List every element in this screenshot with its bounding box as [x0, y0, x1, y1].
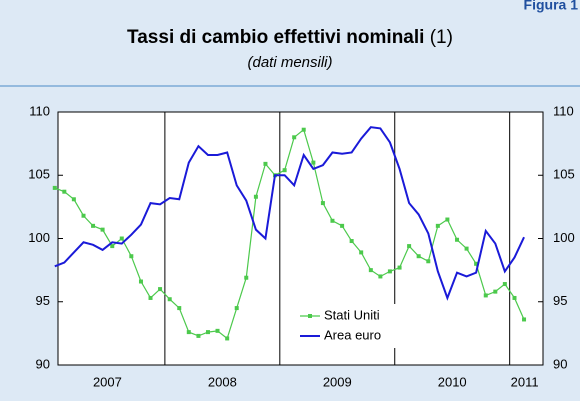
x-tick-label: 2007: [93, 374, 122, 389]
series-marker: [71, 197, 76, 202]
legend-marker: [308, 314, 312, 318]
series-marker: [464, 246, 469, 251]
series-marker: [177, 306, 182, 311]
series-marker: [52, 185, 57, 190]
y-tick-label: 105: [28, 167, 50, 182]
y2-tick-label: 110: [553, 103, 574, 118]
series-marker: [215, 328, 220, 333]
series-marker: [445, 217, 450, 222]
series-marker: [378, 274, 383, 279]
figure-label: Figura 1: [524, 0, 579, 13]
series-marker: [301, 127, 306, 132]
y-tick-label: 100: [28, 230, 50, 245]
x-tick-label: 2008: [208, 374, 237, 389]
series-marker: [512, 295, 517, 300]
series-marker: [435, 223, 440, 228]
series-marker: [340, 223, 345, 228]
series-marker: [167, 297, 172, 302]
y-tick-label: 90: [36, 356, 50, 371]
series-marker: [158, 287, 163, 292]
series-marker: [426, 259, 431, 264]
series-marker: [129, 254, 134, 259]
series-marker: [196, 333, 201, 338]
series-line: [54, 126, 525, 301]
series-marker: [416, 254, 421, 259]
y2-tick-label: 95: [553, 293, 567, 308]
series-marker: [483, 293, 488, 298]
series-marker: [62, 189, 67, 194]
title-text: Tassi di cambio effettivi nominali: [127, 27, 424, 48]
series-marker: [359, 250, 364, 255]
plot-area: [57, 111, 544, 366]
series-marker: [225, 336, 230, 341]
series-marker: [253, 194, 258, 199]
series-marker: [100, 227, 105, 232]
series-marker: [474, 261, 479, 266]
series-marker: [244, 275, 249, 280]
legend-box: [294, 304, 404, 348]
series-marker: [387, 269, 392, 274]
series-marker: [138, 279, 143, 284]
series-marker: [119, 236, 124, 241]
series-marker: [455, 237, 460, 242]
y2-tick-label: 100: [553, 230, 575, 245]
x-tick-label: 2010: [438, 374, 467, 389]
x-tick-label: 2011: [511, 374, 539, 389]
series-marker: [282, 168, 287, 173]
y-tick-label: 110: [29, 103, 50, 118]
series-marker: [522, 317, 527, 322]
y2-tick-label: 90: [553, 356, 567, 371]
legend-label: Stati Uniti: [324, 307, 380, 322]
series-marker: [397, 265, 402, 270]
chart-title: Tassi di cambio effettivi nominali (1): [127, 27, 453, 48]
series-marker: [368, 268, 373, 273]
series-marker: [493, 289, 498, 294]
series-marker: [320, 201, 325, 206]
series-marker: [330, 218, 335, 223]
series-marker: [407, 244, 412, 249]
series-marker: [81, 213, 86, 218]
series-marker: [311, 160, 316, 165]
series-marker: [91, 223, 96, 228]
series-marker: [205, 330, 210, 335]
series-marker: [292, 135, 297, 140]
legend-label: Area euro: [324, 327, 381, 342]
series-marker: [186, 330, 191, 335]
series-marker: [502, 282, 507, 287]
series-marker: [263, 161, 268, 166]
series-marker: [234, 306, 239, 311]
series-marker: [349, 239, 354, 244]
y-tick-label: 95: [36, 293, 50, 308]
series-marker: [110, 244, 115, 249]
y2-tick-label: 105: [553, 167, 575, 182]
x-tick-label: 2009: [323, 374, 352, 389]
subtitle: (dati mensili): [247, 54, 332, 71]
title-note: (1): [430, 27, 453, 48]
series-marker: [148, 295, 153, 300]
